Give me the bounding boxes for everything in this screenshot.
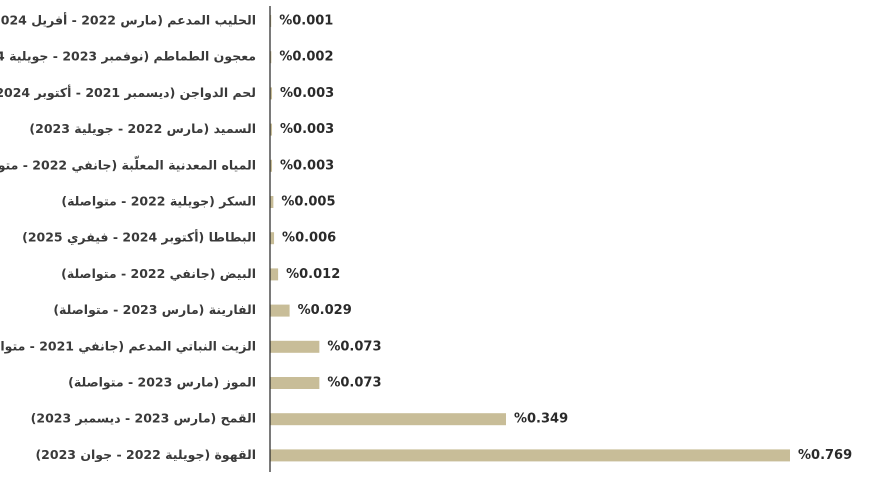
- category-labels-group: الحليب المدعم (مارس 2022 - أفريل 2024) مع…: [0, 12, 256, 462]
- category-label-6: البطاطا (أكتوبر 2024 - فيفري 2025): [22, 229, 256, 245]
- value-label-7: %0.012: [286, 267, 340, 282]
- value-labels-group: %0.001 %0.002 %0.003 %0.003 %0.003 %0.005 %0.0…: [279, 14, 852, 463]
- category-label-12: القهوة (جويلية 2022 - جوان 2023): [35, 447, 256, 462]
- category-label-9: الزيت النباتي المدعم (جانفي 2021 - متواص…: [0, 338, 256, 353]
- bar-11: [270, 413, 506, 426]
- value-label-4: %0.003: [280, 158, 334, 173]
- bar-10: [270, 377, 320, 389]
- category-label-4: المياه المعدنية المعلّبة (جانفي 2022 - م…: [0, 156, 256, 173]
- category-label-2: لحم الدواجن (ديسمبر 2021 - أكتوبر 2024): [0, 84, 256, 100]
- category-label-0: الحليب المدعم (مارس 2022 - أفريل 2024): [0, 12, 256, 28]
- value-label-11: %0.349: [514, 412, 568, 427]
- bar-1: [270, 51, 272, 64]
- bar-2: [270, 87, 273, 100]
- bar-12: [270, 449, 790, 462]
- value-label-0: %0.001: [279, 14, 333, 29]
- category-label-10: الموز (مارس 2023 - متواصلة): [68, 375, 256, 390]
- category-label-7: البيض (جانفي 2022 - متواصلة): [61, 266, 256, 281]
- value-label-8: %0.029: [298, 303, 352, 318]
- bar-7: [270, 268, 279, 281]
- bar-5: [270, 196, 274, 208]
- category-label-3: السميد (مارس 2022 - جويلية 2023): [29, 121, 256, 136]
- value-label-12: %0.769: [798, 448, 852, 463]
- value-label-6: %0.006: [282, 231, 336, 246]
- value-label-1: %0.002: [279, 50, 333, 65]
- category-label-1: معجون الطماطم (نوفمبر 2023 - جويلية 2024…: [0, 49, 256, 64]
- bars-group: [270, 15, 790, 462]
- category-label-5: السكر (جويلية 2022 - متواصلة): [61, 194, 256, 209]
- bar-3: [270, 123, 273, 136]
- value-label-2: %0.003: [280, 86, 334, 101]
- bar-4: [270, 159, 273, 172]
- category-label-8: الفارينة (مارس 2023 - متواصلة): [53, 302, 256, 317]
- value-label-10: %0.073: [327, 376, 381, 391]
- category-label-11: القمح (مارس 2023 - ديسمبر 2023): [31, 411, 256, 426]
- bar-8: [270, 304, 290, 317]
- bar-6: [270, 232, 275, 245]
- value-label-9: %0.073: [327, 339, 381, 354]
- bar-9: [270, 340, 320, 353]
- value-label-3: %0.003: [280, 122, 334, 137]
- value-label-5: %0.005: [281, 195, 335, 210]
